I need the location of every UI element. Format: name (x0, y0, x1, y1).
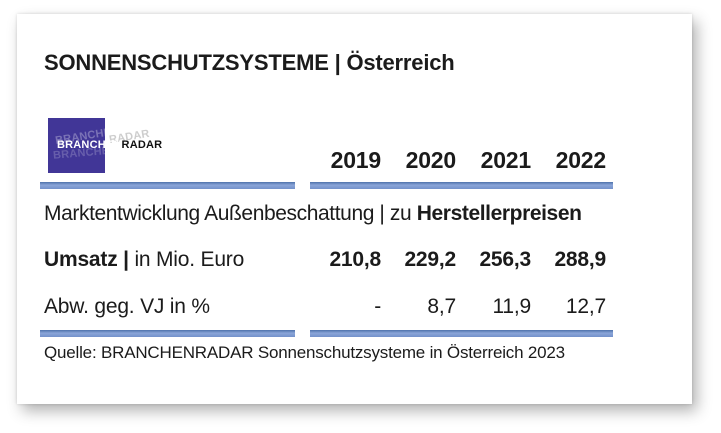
years-header-row: 2019 2020 2021 2022 (41, 147, 607, 173)
logo-wordmark: BRANCHENRADAR (57, 139, 162, 151)
table-caption-regular: Marktentwicklung Außenbeschattung | zu (44, 202, 417, 225)
row-label-bold: Umsatz | (44, 248, 135, 271)
logo-square: BRANCHEN BRANCHEN (48, 118, 105, 173)
source-note: Quelle: BRANCHENRADAR Sonnenschutzsystem… (44, 343, 565, 362)
years-header-spacer (41, 148, 306, 173)
accent-bar-top-right (310, 182, 613, 189)
value-cell: 288,9 (554, 248, 606, 271)
year-label: 2020 (405, 147, 457, 173)
table-row-umsatz: Umsatz | in Mio. Euro 210,8 229,2 256,3 … (41, 248, 606, 271)
accent-bar-bottom-left (40, 330, 295, 337)
row-label: Abw. geg. VJ in % (44, 295, 210, 318)
report-card: SONNENSCHUTZSYSTEME | Österreich BRANCHE… (17, 14, 692, 404)
row-label: Umsatz | in Mio. Euro (41, 248, 306, 271)
table-caption: Marktentwicklung Außenbeschattung | zu H… (44, 202, 582, 225)
value-cell: 210,8 (329, 248, 381, 271)
logo-text-radar: RADAR (121, 139, 163, 151)
value-cell: 11,9 (492, 295, 531, 318)
value-cell: 12,7 (565, 295, 606, 318)
row-label-regular: in Mio. Euro (134, 248, 245, 271)
value-cell: 256,3 (479, 248, 531, 271)
value-cell: - (374, 295, 381, 318)
branchenradar-logo: BRANCHEN BRANCHEN RADAR BRANCHENRADAR (48, 118, 178, 176)
table-row-abweichung: Abw. geg. VJ in % - 8,7 11,9 12,7 (41, 295, 606, 318)
logo-text-branchen: BRANCHEN (57, 139, 122, 151)
year-label: 2019 (330, 147, 382, 173)
year-label: 2021 (480, 147, 532, 173)
accent-bar-bottom-right (310, 330, 613, 337)
year-label: 2022 (555, 147, 607, 173)
accent-bar-top-left (40, 182, 295, 189)
table-caption-bold: Herstellerpreisen (416, 202, 582, 225)
value-cell: 229,2 (404, 248, 456, 271)
page-title: SONNENSCHUTZSYSTEME | Österreich (44, 50, 455, 75)
value-cell: 8,7 (427, 295, 456, 318)
